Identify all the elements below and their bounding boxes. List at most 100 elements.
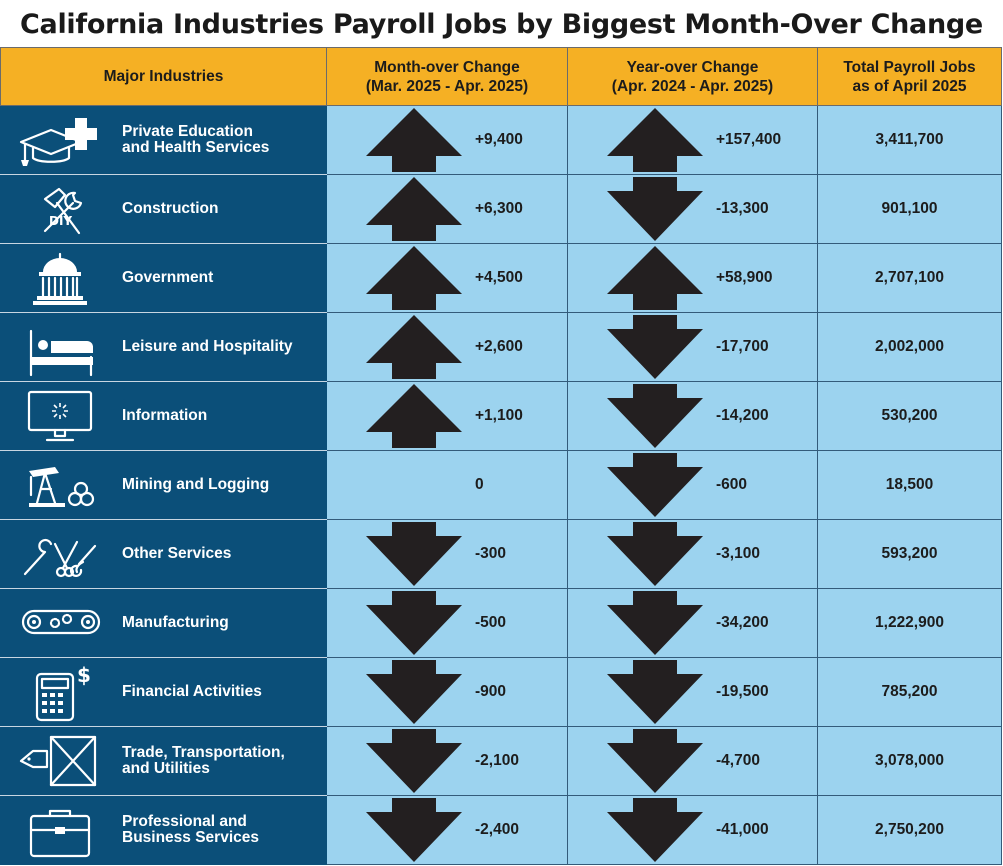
payroll-table: Major Industries Month-over Change (Mar. … [0,47,1002,865]
down-arrow-icon [607,798,703,862]
industry-name: Professional and Business Services [122,813,260,846]
table-row: Information +1,100 -14,200 530,200 [0,381,1002,451]
up-arrow-icon [607,246,703,310]
total-jobs-value: 785,200 [817,657,1002,727]
industry-cell: Trade, Transportation, and Utilities [0,726,327,796]
industry-name: Financial Activities [122,683,262,700]
year-over-value: -3,100 [716,545,760,562]
month-over-value: -2,400 [475,821,519,838]
table-row: $ Financial Activities -900 -19,500 785,… [0,657,1002,727]
up-arrow-icon [366,246,462,310]
industry-name: Private Education and Health Services [122,123,270,156]
year-over-cell: -34,200 [567,588,818,658]
table-row: Mining and Logging 0 -600 18,500 [0,450,1002,520]
total-jobs-value: 901,100 [817,174,1002,244]
header-month-over-change: Month-over Change (Mar. 2025 - Apr. 2025) [326,47,568,106]
total-jobs-value: 3,411,700 [817,105,1002,175]
month-over-cell: +2,600 [326,312,568,382]
graduation-cap-medical-cross-icon [15,110,105,170]
month-over-value: -2,100 [475,752,519,769]
month-over-cell: -300 [326,519,568,589]
year-over-value: -4,700 [716,752,760,769]
month-over-cell: -2,100 [326,726,568,796]
up-arrow-icon [366,177,462,241]
calculator-dollar-icon: $ [15,662,105,722]
month-over-value: -500 [475,614,507,631]
year-over-value: +58,900 [716,269,773,286]
tools-scissors-icon [15,524,105,584]
table-row: Government +4,500 +58,900 2,707,100 [0,243,1002,313]
oil-pump-logs-icon [15,455,105,515]
industry-cell: Leisure and Hospitality [0,312,327,382]
down-arrow-icon [366,729,462,793]
total-jobs-value: 3,078,000 [817,726,1002,796]
industry-name: Government [122,269,214,286]
industry-cell: Professional and Business Services [0,795,327,865]
capitol-building-icon [15,248,105,308]
down-arrow-icon [607,315,703,379]
year-over-cell: -3,100 [567,519,818,589]
industry-cell: Mining and Logging [0,450,327,520]
header-row: Major Industries Month-over Change (Mar. … [0,47,1002,106]
total-jobs-value: 593,200 [817,519,1002,589]
down-arrow-icon [607,660,703,724]
svg-text:DIY: DIY [49,214,72,228]
header-major-industries: Major Industries [0,47,327,106]
up-arrow-icon [607,108,703,172]
month-over-value: +4,500 [475,269,523,286]
total-jobs-value: 2,750,200 [817,795,1002,865]
down-arrow-icon [366,522,462,586]
year-over-cell: +157,400 [567,105,818,175]
table-row: Private Education and Health Services +9… [0,105,1002,175]
month-over-cell: -500 [326,588,568,658]
table-row: DIY Construction +6,300 -13,300 901,100 [0,174,1002,244]
industry-cell: $ Financial Activities [0,657,327,727]
month-over-cell: +6,300 [326,174,568,244]
industry-name: Mining and Logging [122,476,270,493]
year-over-cell: +58,900 [567,243,818,313]
industry-cell: Government [0,243,327,313]
year-over-cell: -41,000 [567,795,818,865]
conveyor-gears-icon [15,593,105,653]
month-over-cell: 0 [326,450,568,520]
year-over-cell: -600 [567,450,818,520]
month-over-value: +6,300 [475,200,523,217]
up-arrow-icon [366,315,462,379]
down-arrow-icon [607,591,703,655]
table-row: Manufacturing -500 -34,200 1,222,900 [0,588,1002,658]
month-over-value: +9,400 [475,131,523,148]
chart-title: California Industries Payroll Jobs by Bi… [20,9,983,40]
down-arrow-icon [366,591,462,655]
industry-name: Manufacturing [122,614,229,631]
month-over-cell: -900 [326,657,568,727]
header-total-payroll-jobs: Total Payroll Jobs as of April 2025 [817,47,1002,106]
total-jobs-value: 18,500 [817,450,1002,520]
industry-cell: Information [0,381,327,451]
month-over-value: -300 [475,545,507,562]
industry-cell: Other Services [0,519,327,589]
month-over-cell: +1,100 [326,381,568,451]
up-arrow-icon [366,384,462,448]
year-over-cell: -17,700 [567,312,818,382]
down-arrow-icon [366,660,462,724]
month-over-cell: +4,500 [326,243,568,313]
table-row: Professional and Business Services -2,40… [0,795,1002,865]
table-row: Trade, Transportation, and Utilities -2,… [0,726,1002,796]
year-over-value: -41,000 [716,821,769,838]
month-over-value: -900 [475,683,507,700]
industry-name: Leisure and Hospitality [122,338,293,355]
down-arrow-icon [607,384,703,448]
table-row: Leisure and Hospitality +2,600 -17,700 2… [0,312,1002,382]
month-over-value: +2,600 [475,338,523,355]
down-arrow-icon [366,798,462,862]
year-over-value: -600 [716,476,748,493]
total-jobs-value: 530,200 [817,381,1002,451]
industry-name: Other Services [122,545,232,562]
shipping-crate-tag-icon [15,731,105,791]
hotel-bed-icon [15,317,105,377]
down-arrow-icon [607,522,703,586]
down-arrow-icon [607,729,703,793]
year-over-value: -13,300 [716,200,769,217]
svg-text:$: $ [77,663,91,687]
down-arrow-icon [607,177,703,241]
